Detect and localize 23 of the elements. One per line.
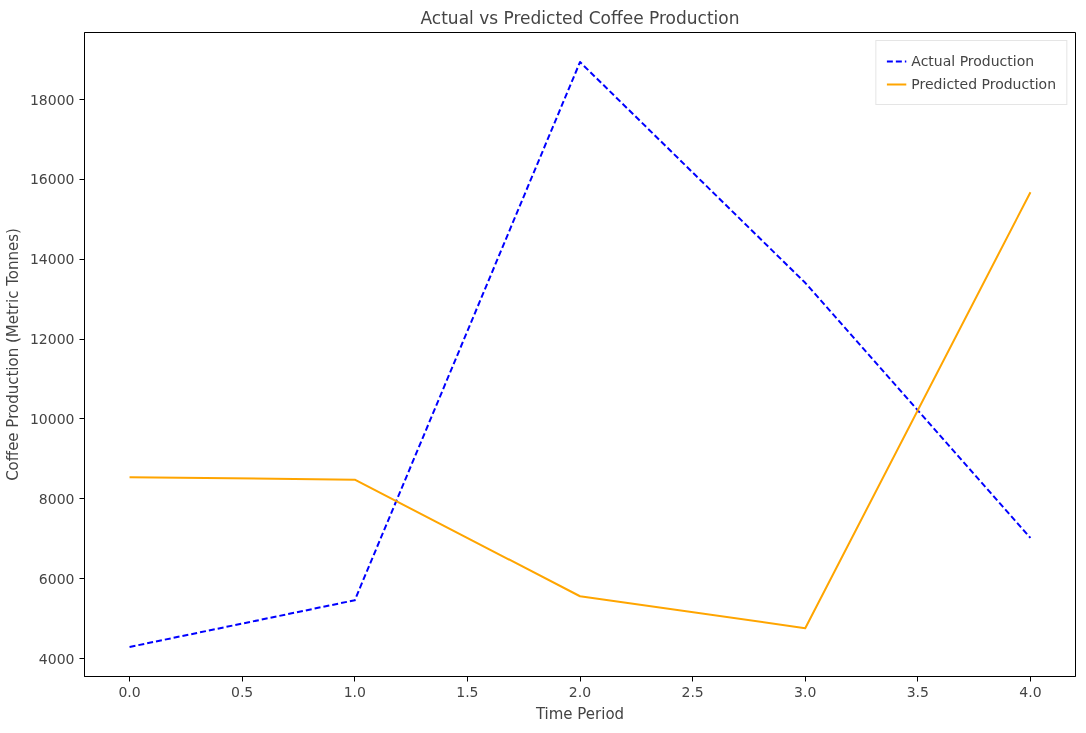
x-axis-title: Time Period	[534, 704, 625, 723]
legend-label: Actual Production	[911, 53, 1035, 69]
x-tick-label: 0.0	[118, 683, 141, 700]
x-tick-label: 3.0	[794, 683, 817, 700]
x-tick-label: 4.0	[1019, 683, 1042, 700]
legend-label: Predicted Production	[911, 76, 1056, 92]
line-series	[128, 191, 1032, 630]
x-tick-label: 3.5	[906, 683, 929, 700]
y-axis-title: Coffee Production (Metric Tonnes)	[3, 228, 22, 481]
chart-title: Actual vs Predicted Coffee Production	[420, 7, 740, 28]
y-tick-label: 12000	[29, 331, 75, 348]
x-tick-label: 1.0	[343, 683, 366, 700]
y-tick-label: 14000	[29, 251, 75, 268]
x-tick-label: 2.5	[681, 683, 704, 700]
x-tick-label: 2.0	[568, 683, 592, 700]
y-tick-label: 6000	[38, 570, 75, 587]
y-tick-label: 4000	[38, 650, 75, 667]
y-tick-label: 10000	[29, 410, 75, 427]
y-tick-label: 8000	[38, 490, 75, 507]
y-tick-label: 18000	[29, 91, 75, 108]
x-tick-label: 0.5	[231, 683, 254, 700]
y-tick-label: 16000	[29, 171, 75, 188]
x-tick-label: 1.5	[456, 683, 479, 700]
